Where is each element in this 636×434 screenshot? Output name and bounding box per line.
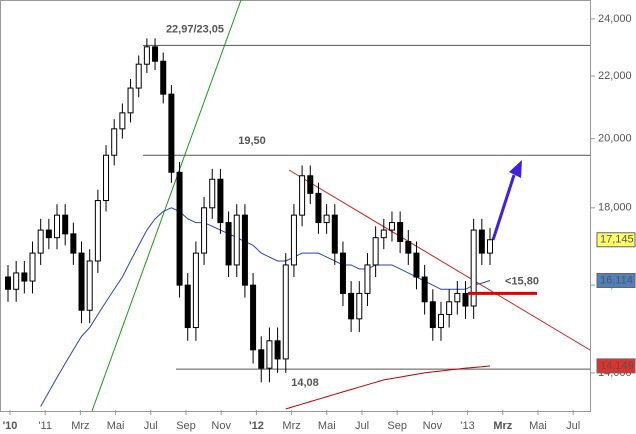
candle-body — [233, 214, 240, 266]
x-tick-label: Jul — [566, 420, 580, 432]
candle-body — [462, 292, 469, 307]
price-label: 14,149 — [600, 360, 634, 372]
plot-frame — [0, 0, 591, 412]
candle-body — [78, 252, 85, 311]
arrow — [491, 174, 516, 241]
x-tick-label: '13 — [460, 420, 474, 432]
x-tick-label: Sep — [387, 420, 407, 432]
candle-body — [421, 276, 428, 303]
price-box — [596, 232, 636, 248]
support-label: <15,80 — [505, 275, 539, 287]
x-tick-label: Sep — [176, 420, 196, 432]
x-tick-label: Mai — [107, 420, 125, 432]
candle-body — [315, 192, 322, 224]
candle-body — [487, 239, 493, 254]
candle-body — [356, 292, 363, 320]
candle-body — [241, 214, 248, 286]
candle-body — [62, 214, 69, 235]
candle-body — [388, 222, 395, 231]
candle-body — [225, 222, 232, 266]
level-label: 14,08 — [291, 377, 319, 389]
candle-body — [339, 252, 346, 294]
x-tick-label: Mai — [318, 420, 336, 432]
x-tick-label: '12 — [249, 420, 264, 432]
candle-body — [5, 276, 11, 290]
candle-body — [413, 252, 420, 278]
candle-body — [405, 240, 412, 254]
candle-body — [307, 175, 314, 194]
price-box — [596, 272, 636, 288]
candle-body — [152, 46, 159, 62]
x-tick-label: '10 — [3, 420, 18, 432]
candle-body — [70, 233, 77, 254]
level-label: 19,50 — [238, 135, 266, 147]
price-label: 17,145 — [600, 234, 634, 246]
candle-body — [201, 207, 208, 254]
candle-body — [478, 229, 485, 254]
candle-body — [331, 214, 338, 254]
level-label: 22,97/23,05 — [166, 23, 224, 35]
candle-body — [290, 214, 297, 266]
x-tick-label: '11 — [38, 420, 52, 432]
arrow-head — [509, 160, 522, 178]
candle-body — [470, 229, 477, 307]
x-tick-label: Mrz — [71, 420, 89, 432]
ma-line — [285, 365, 491, 410]
candle-body — [135, 63, 142, 89]
y-tick-label: 24,000 — [598, 13, 632, 25]
candle-body — [176, 171, 183, 286]
y-tick-label: 20,000 — [598, 133, 632, 145]
candle-body — [111, 128, 118, 156]
x-tick-label: Nov — [211, 420, 231, 432]
candle-body — [348, 292, 355, 320]
candle-body — [380, 229, 387, 239]
candle-body — [103, 154, 110, 202]
candle-body — [29, 252, 36, 282]
x-tick-label: Nov — [423, 420, 443, 432]
candle-body — [127, 87, 134, 114]
trend-line — [91, 0, 242, 412]
candle-body — [299, 175, 306, 216]
candle-body — [397, 222, 404, 242]
trend-line — [288, 169, 591, 351]
candle-body — [192, 252, 199, 329]
candle-body — [94, 200, 101, 262]
price-box — [596, 358, 636, 374]
y-tick-label: 22,000 — [598, 70, 632, 82]
x-tick-label: Mrz — [493, 420, 512, 432]
candle-body — [37, 229, 44, 254]
candle-body — [429, 301, 436, 329]
candle-body — [364, 264, 371, 294]
candle-body — [21, 272, 28, 282]
candle-body — [209, 178, 216, 209]
candle-body — [45, 229, 52, 239]
x-tick-label: Jul — [355, 420, 369, 432]
x-tick-label: Jul — [144, 420, 158, 432]
candle-body — [266, 340, 273, 369]
x-tick-label: Mai — [529, 420, 547, 432]
price-label: 16,114 — [600, 274, 633, 286]
candle-body — [437, 314, 444, 329]
y-tick-label: 18,000 — [598, 202, 632, 214]
candle-body — [184, 284, 191, 329]
candle-body — [86, 260, 93, 311]
candle-body — [282, 264, 289, 360]
candle-body — [323, 214, 330, 224]
candle-body — [274, 340, 281, 360]
candle-body — [13, 272, 20, 290]
candle-body — [143, 46, 150, 65]
x-tick-label: Mrz — [282, 420, 300, 432]
candle-body — [454, 292, 461, 303]
candle-body — [217, 178, 224, 224]
candle-body — [258, 349, 265, 369]
candle-body — [119, 112, 126, 130]
candle-body — [160, 60, 167, 95]
candle-body — [446, 301, 453, 316]
candle-body — [250, 284, 257, 351]
candle-body — [372, 237, 379, 266]
candle-body — [168, 93, 175, 173]
candle-body — [54, 214, 61, 239]
